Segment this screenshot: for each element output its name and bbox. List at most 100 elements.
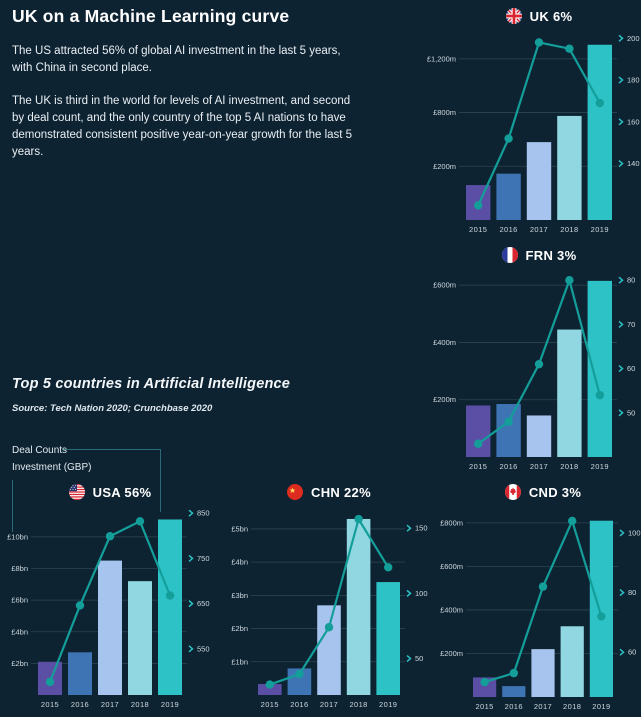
chart-title-label: UK 6% (529, 8, 573, 24)
invest-axis-label: £1bn (231, 657, 248, 666)
deals-point-2015 (480, 677, 489, 687)
page-title: UK on a Machine Learning curve (12, 6, 290, 26)
section-title: Top 5 countries in Artificial Intelligen… (12, 376, 291, 392)
bar-2016 (496, 173, 521, 220)
bar-2019 (587, 280, 612, 457)
invest-axis-label: £400m (440, 605, 463, 614)
investment-connector-vertical (12, 480, 13, 532)
deals-axis-label: 180 (627, 76, 640, 85)
year-label: 2018 (560, 225, 578, 234)
deals-axis-label: 200 (627, 34, 640, 43)
year-label: 2015 (469, 462, 487, 471)
deals-point-2018 (354, 514, 363, 524)
year-label: 2017 (101, 700, 119, 709)
year-label: 2019 (379, 700, 397, 709)
chart-title-label: FRN 3% (525, 247, 577, 263)
bar-2018 (346, 518, 371, 695)
invest-axis-label: £2bn (11, 659, 28, 668)
chevron-right-icon (618, 409, 624, 417)
invest-axis-label: £8bn (11, 564, 28, 573)
chevron-right-icon (619, 648, 625, 656)
chart-plot-cnd: £800m £600m £400m £200m 100 80 60 2015 2016 2017 2… (440, 516, 641, 711)
bar-2015 (258, 684, 282, 695)
chart-uk: UK 6% £1,200m £800m £200m 200 180 160 140 2015 20… (425, 0, 641, 240)
deals-point-2018 (135, 517, 145, 526)
year-label: 2018 (563, 702, 581, 711)
chevron-right-icon (618, 118, 624, 126)
invest-axis-label: £600m (433, 281, 456, 290)
bar-2018 (560, 626, 584, 697)
chart-title-usa: USA 56% (35, 484, 185, 500)
invest-axis-label: £3bn (231, 591, 248, 600)
year-label: 2019 (161, 700, 179, 709)
legend-connector-horizontal (62, 449, 160, 450)
chevron-right-icon (618, 365, 624, 373)
legend-investment-label: Investment (GBP) (12, 462, 92, 473)
bar-2016 (68, 652, 92, 695)
invest-axis-label: £6bn (11, 596, 28, 605)
chart-title-uk: UK 6% (463, 8, 615, 24)
chart-title-label: CND 3% (528, 484, 582, 500)
chevron-right-icon (406, 524, 412, 532)
year-label: 2015 (261, 700, 279, 709)
bar-2015 (466, 405, 491, 457)
deals-point-2015 (474, 201, 483, 210)
year-label: 2016 (71, 700, 89, 709)
chevron-right-icon (188, 600, 194, 608)
year-label: 2018 (349, 700, 367, 709)
year-label: 2016 (499, 225, 517, 234)
chart-title-cnd: CND 3% (470, 484, 616, 500)
chevron-right-icon (406, 654, 412, 663)
year-label: 2017 (530, 225, 548, 234)
year-label: 2018 (560, 462, 578, 471)
deals-axis-label: 850 (197, 509, 210, 518)
deals-point-2016 (295, 669, 304, 679)
bar-2019 (158, 519, 182, 695)
source-note: Source: Tech Nation 2020; Crunchbase 202… (12, 403, 213, 414)
deals-axis-label: 80 (628, 588, 636, 597)
invest-axis-label: £200m (433, 162, 456, 171)
deals-point-2016 (509, 668, 518, 678)
bar-2018 (557, 115, 582, 220)
chart-title-label: USA 56% (92, 484, 152, 500)
chevron-right-icon (618, 34, 624, 42)
year-label: 2016 (499, 462, 517, 471)
chevron-right-icon (406, 589, 412, 597)
deals-axis-label: 80 (627, 276, 635, 285)
chevron-right-icon (188, 645, 194, 653)
chart-cnd: CND 3% £800m £600m £400m £200m 100 80 60 2015 201… (434, 478, 641, 717)
bar-2016 (502, 686, 526, 697)
bar-2019 (589, 520, 613, 697)
year-label: 2019 (591, 462, 609, 471)
chevron-right-icon (188, 554, 194, 562)
invest-axis-label: £800m (433, 108, 456, 117)
chevron-right-icon (188, 509, 194, 517)
deals-point-2015 (45, 677, 55, 687)
invest-axis-label: £5bn (231, 524, 248, 533)
year-label: 2015 (41, 700, 59, 709)
deals-axis-label: 100 (628, 528, 641, 537)
year-label: 2017 (534, 702, 552, 711)
chart-title-label: CHN 22% (311, 484, 371, 500)
bar-2017 (526, 142, 552, 220)
chart-title-chn: CHN 22% (255, 484, 403, 500)
bar-2017 (98, 560, 122, 695)
year-label: 2015 (475, 702, 493, 711)
deals-point-2018 (568, 516, 577, 526)
year-label: 2016 (505, 702, 523, 711)
deals-axis-label: 50 (627, 408, 635, 417)
chevron-right-icon (619, 588, 625, 597)
bar-2018 (557, 329, 582, 457)
deals-axis-label: 650 (197, 599, 210, 608)
bar-2017 (531, 649, 555, 697)
chevron-right-icon (618, 76, 624, 84)
chart-plot-usa: £10bn £8bn £6bn £4bn £2bn 850 750 650 550 2015 201… (7, 509, 210, 709)
france-flag-icon (501, 247, 518, 263)
intro-block: UK on a Machine Learning curve The US at… (12, 6, 364, 177)
deals-point-2016 (75, 601, 85, 610)
legend-deal-counts-label: Deal Counts (12, 445, 68, 456)
chart-frn: FRN 3% £600m £400m £200m 80 70 60 50 2015 2016 201… (425, 240, 641, 478)
deals-axis-label: 150 (415, 524, 428, 533)
deals-point-2018 (565, 44, 574, 53)
